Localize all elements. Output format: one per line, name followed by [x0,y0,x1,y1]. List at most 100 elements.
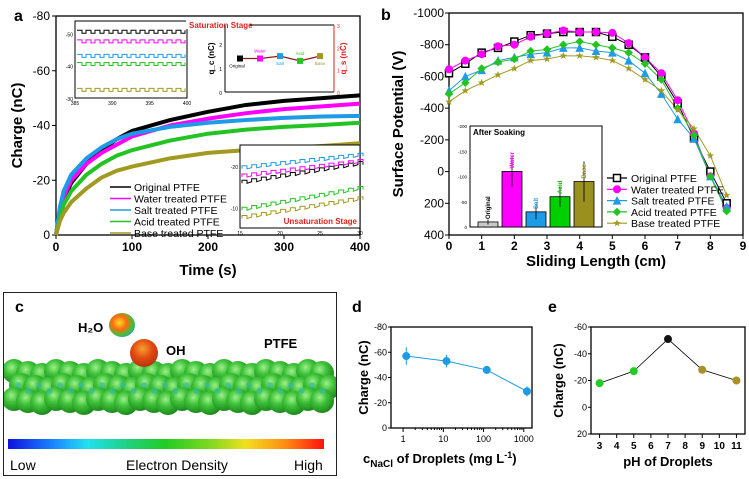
b-series-marker [461,56,470,65]
b-series-marker [690,124,698,132]
a-inset3-xtick-label: 15 [237,231,243,237]
ptfe-carbon-backbone [88,388,95,394]
b-series-marker [641,75,649,83]
d-point [402,352,411,361]
e-point [732,376,741,385]
b-series-marker [510,54,519,64]
b-series-marker [461,78,470,87]
ptfe-carbon-backbone [67,388,74,394]
e-xtick-label: 5 [631,441,637,452]
ptfe-carbon-backbone [235,388,242,394]
a-legend-label: Original PTFE [134,182,200,194]
e-xtick-label: 4 [614,441,620,452]
panel-label-a: a [14,8,23,25]
d-point [442,357,451,366]
a-inset3-trace [241,152,364,170]
b-inset-ytick-label: 0 [464,225,467,230]
ptfe-carbon-backbone [141,382,147,388]
b-series-marker [543,54,551,63]
b-series-marker [575,37,584,46]
h2o-label: H₂O [78,320,104,335]
b-series-marker [461,86,470,94]
b-xtick-label: 2 [511,239,518,253]
panel-label-c: c [15,299,24,316]
a-series-2 [54,113,361,236]
a-ytick-label: -20 [33,173,51,187]
ptfe-carbon-backbone [204,382,210,388]
b-series-marker [575,51,584,60]
a-legend-label: Base treated PTFE [134,228,223,240]
a-inset2-ytick-right: 2 [337,46,340,52]
a-inset1-trace [77,29,186,34]
b-series-marker [592,28,600,37]
b-series-marker [559,40,568,49]
b-inset-ytick-label: -150 [458,149,468,154]
a-ytick-label: -80 [33,9,51,23]
d-ytick-label: -80 [374,322,387,332]
b-ylabel: Surface Potential (V) [390,51,407,198]
b-legend-marker [612,173,622,183]
a-xtick-label: 100 [122,240,142,254]
ptfe-carbon-backbone [162,382,168,388]
panel-label-b: b [381,7,391,24]
hydroxyl-group [130,339,158,367]
a-inset2-ytick-right: 1 [337,69,340,75]
b-ytick-label: -800 [420,38,444,52]
e-xtick-label: 3 [597,441,603,452]
a-inset1-axes [74,20,188,99]
a-inset3-ytick-label: -20 [231,165,238,171]
a-legend-label: Salt treated PTFE [134,205,217,217]
e-ytick-label: -60 [574,322,587,332]
b-xtick-label: 5 [609,239,616,253]
b-series-marker [477,64,486,73]
e-xtick-label: 6 [648,441,654,452]
d-ytick-label: -20 [374,398,387,408]
b-series-marker [494,42,502,51]
a-inset1-trace [77,62,186,66]
a-inset1-trace [77,53,186,58]
water-molecule [109,313,135,337]
e-xtick-label: 9 [699,441,705,452]
d-xlabel: cNaCl of Droplets (mg L-1) [363,450,517,470]
ptfe-carbon-backbone [151,388,158,394]
b-series-marker [624,39,633,48]
b-legend-marker [612,195,622,205]
a-inset1-trace [77,87,186,92]
b-series-marker [673,114,682,124]
a-inset1-xtick-label: 385 [71,101,80,107]
b-ytick-label: -400 [420,101,444,115]
b-series-marker [624,48,633,57]
b-series-marker [624,55,633,65]
ptfe-carbon-backbone [298,388,305,394]
b-xtick-label: 6 [642,239,649,253]
a-ylabel: Charge (nC) [9,83,26,169]
a-inset2-marker [237,55,243,62]
d-ytick-label: 0 [382,423,387,433]
e-xlabel: pH of Droplets [623,454,713,469]
b-inset-bar-label: Original [486,196,492,219]
ptfe-carbon-backbone [246,382,252,388]
a-inset3-trace [241,196,364,220]
b-xtick-label: 1 [478,239,485,253]
b-series-marker [575,43,584,52]
a-inset3-axes [239,144,361,229]
panel-e-axes [590,326,746,435]
a-inset2-ylabel-right: q_s (nC) [339,42,348,74]
e-ylabel: Charge (nC) [551,343,566,417]
a-inset1-title: Saturation Stage [189,21,253,30]
ptfe-carbon-backbone [15,382,21,388]
a-xtick-label: 0 [53,240,60,254]
ptfe-carbon-backbone [225,382,231,388]
b-series-marker [706,151,715,159]
a-inset1-trace [77,39,186,44]
a-inset3-xtick-label: 30 [357,231,363,237]
a-inset3-xtick-label: 25 [317,231,323,237]
a-legend-label: Water treated PTFE [134,194,227,206]
a-inset2-label: Water [254,49,266,54]
b-inset-bar-label: Water [510,151,516,168]
d-ytick-label: -40 [374,373,387,383]
a-ytick-label: -60 [33,64,51,78]
b-legend-label: Base treated PTFE [631,218,720,230]
a-inset1-ytick-label: -40 [66,65,73,71]
